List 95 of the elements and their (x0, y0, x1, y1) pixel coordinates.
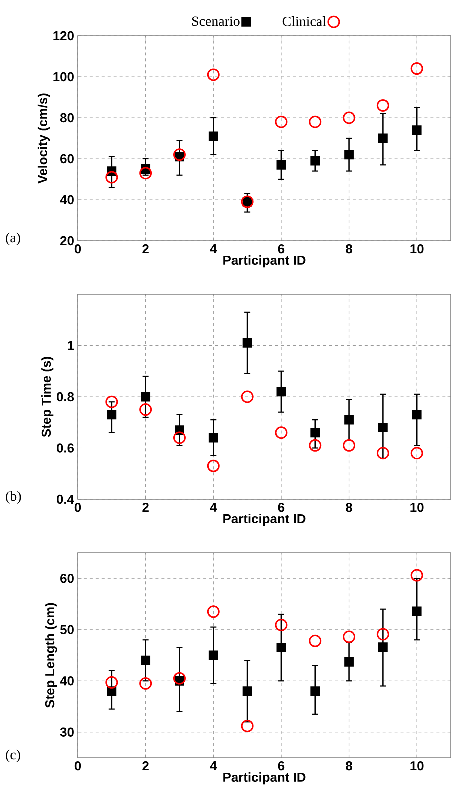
point (140, 404, 152, 416)
point (106, 396, 118, 408)
y-tick-label: 30 (60, 728, 74, 737)
point (140, 677, 152, 690)
point (412, 606, 422, 616)
point (309, 116, 322, 128)
point (208, 132, 218, 142)
x-tick-label: 0 (74, 762, 82, 771)
y-axis-title: Velocity (cm/s) (38, 94, 50, 184)
point (410, 569, 424, 582)
y-tick-label: 60 (60, 154, 74, 164)
y-tick-label: 20 (60, 236, 74, 246)
point (376, 628, 390, 641)
x-tick-label: 4 (210, 244, 218, 254)
point (107, 410, 117, 420)
x-tick-label: 4 (210, 762, 218, 770)
point (242, 686, 252, 696)
point (410, 62, 424, 76)
point (310, 428, 320, 438)
x-tick-label: 4 (210, 503, 218, 512)
point (208, 433, 218, 443)
point (208, 650, 218, 660)
x-tick-label: 0 (74, 503, 82, 512)
x-axis-title: Participant ID (224, 772, 306, 785)
x-tick-label: 10 (410, 244, 424, 254)
y-tick-label: 0.6 (56, 444, 74, 453)
point (276, 387, 286, 397)
y-tick-label: 100 (54, 72, 74, 82)
x-tick-label: 6 (278, 244, 285, 254)
point (412, 410, 422, 420)
point (276, 643, 286, 653)
point (344, 150, 354, 160)
point (376, 99, 390, 112)
text: (c) (6, 750, 20, 762)
point (343, 112, 356, 124)
point (310, 156, 320, 166)
point (275, 619, 288, 632)
point (344, 657, 354, 667)
point (173, 432, 186, 444)
y-tick-label: 50 (60, 625, 74, 634)
point (309, 634, 322, 648)
y-tick-label: 40 (60, 195, 74, 205)
x-tick-label: 6 (278, 503, 285, 512)
x-axis-title: Participant ID (224, 514, 306, 526)
legend-label: Scenario (192, 16, 240, 26)
point (412, 126, 422, 135)
point (106, 171, 118, 184)
point (173, 148, 186, 162)
point (207, 460, 220, 472)
point (276, 160, 286, 170)
point (378, 423, 388, 432)
x-tick-label: 2 (142, 503, 149, 512)
y-tick-label: 80 (60, 113, 74, 123)
y-axis-title: Step Length (cm) (45, 603, 58, 708)
point (141, 656, 151, 666)
point (241, 720, 254, 732)
x-tick-label: 8 (346, 503, 352, 512)
point (241, 390, 254, 404)
point (376, 447, 390, 460)
point (378, 642, 388, 652)
y-tick-label: 0.8 (56, 392, 74, 402)
point (410, 447, 424, 460)
text: (b) (6, 491, 22, 504)
y-tick-label: 60 (60, 574, 74, 584)
point (207, 68, 220, 82)
point (275, 426, 288, 440)
point (242, 338, 252, 348)
y-tick-label: 1 (68, 341, 74, 350)
point (344, 415, 354, 425)
point (106, 676, 118, 689)
point (378, 134, 388, 144)
y-tick-label: 40 (60, 676, 74, 686)
y-tick-label: 0.4 (56, 494, 74, 504)
x-tick-label: 10 (410, 762, 424, 771)
x-tick-label: 6 (278, 762, 285, 771)
point (309, 439, 322, 452)
legend-label: Clinical (282, 16, 326, 26)
point (275, 116, 288, 128)
x-tick-label: 8 (346, 244, 352, 254)
x-tick-label: 8 (346, 762, 352, 771)
x-tick-label: 2 (142, 244, 149, 254)
point (141, 392, 151, 402)
y-tick-label: 120 (54, 31, 74, 41)
x-tick-label: 0 (74, 244, 82, 254)
y-axis-title: Step Time (s) (42, 357, 54, 438)
x-axis-title: Participant ID (224, 256, 306, 268)
text: (a) (6, 232, 20, 246)
x-tick-label: 10 (410, 503, 424, 512)
point (207, 606, 220, 618)
point (343, 630, 356, 644)
point (343, 439, 356, 452)
point (173, 672, 186, 685)
x-tick-label: 2 (142, 762, 149, 771)
point (310, 686, 320, 696)
point (140, 167, 152, 180)
